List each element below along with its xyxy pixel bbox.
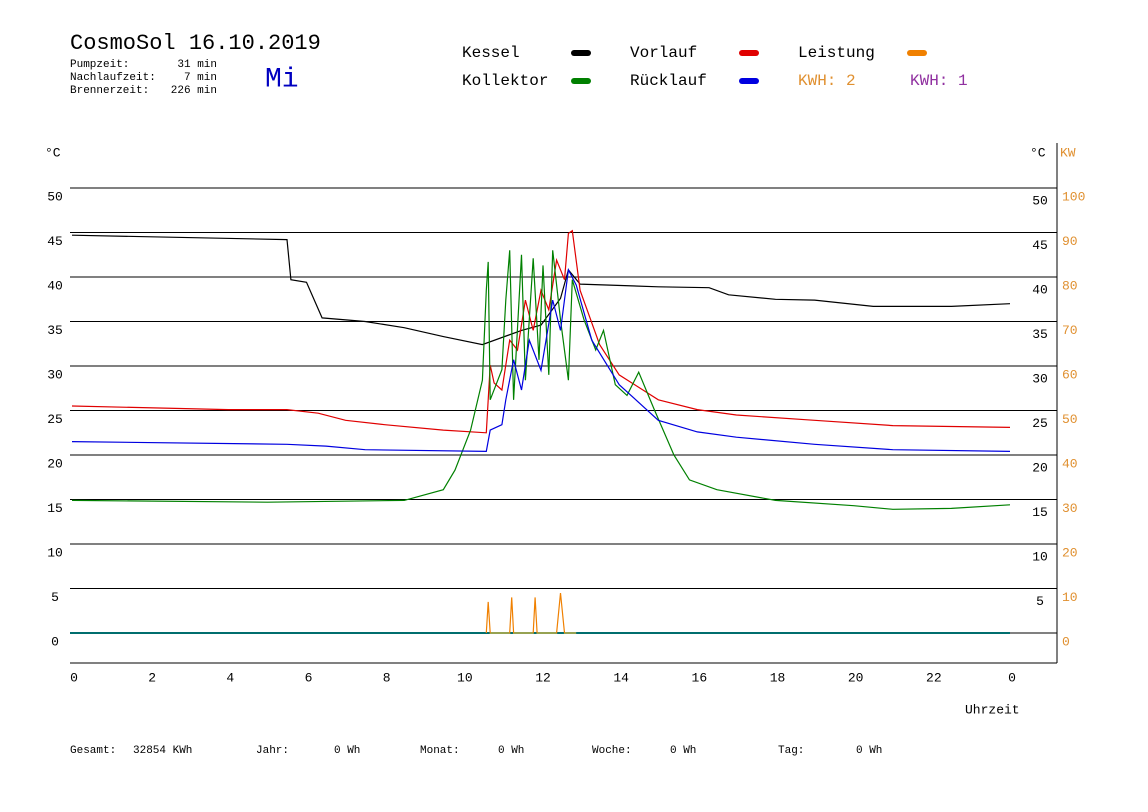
y-tick-label: 25 (47, 412, 63, 427)
y-tick-label: 0 (51, 634, 59, 649)
y-tick-label: 35 (47, 323, 63, 338)
y2-tick-label: 0 (1062, 634, 1070, 649)
series-line (71, 267, 1011, 453)
stat-value: 7 min (184, 72, 217, 84)
legend-label: Leistung (798, 44, 875, 62)
y-tick-label-right: 35 (1032, 327, 1048, 342)
y-tick-label-right: 15 (1032, 505, 1048, 520)
legend-label: Vorlauf (630, 44, 697, 62)
y2-tick-label: 20 (1062, 545, 1078, 560)
x-tick-label: 18 (770, 670, 786, 685)
y-axis-label: °C (45, 145, 61, 160)
y-tick-label: 5 (51, 590, 59, 605)
y-tick-label: 30 (47, 367, 63, 382)
series-line (71, 229, 1011, 434)
y-tick-label: 50 (47, 189, 63, 204)
x-tick-label: 2 (148, 670, 156, 685)
legend-label: Kessel (462, 44, 520, 62)
x-tick-label: 0 (70, 670, 78, 685)
y2-tick-label: 80 (1062, 278, 1078, 293)
kwh-label: KWH: 2 (798, 72, 856, 90)
y2-tick-label: 100 (1062, 189, 1085, 204)
y2-tick-label: 60 (1062, 367, 1078, 382)
footer-value: 0 Wh (498, 745, 524, 757)
y2-tick-label: 40 (1062, 456, 1078, 471)
y-tick-label-right: 50 (1032, 193, 1048, 208)
x-tick-label: 8 (383, 670, 391, 685)
y2-axis-label: KW (1060, 145, 1076, 160)
footer-value: 0 Wh (856, 745, 882, 757)
series-line (485, 592, 577, 634)
x-tick-label: 20 (848, 670, 864, 685)
y2-tick-label: 90 (1062, 234, 1078, 249)
y-tick-label: 20 (47, 456, 63, 471)
legend-label: Kollektor (462, 72, 548, 90)
y-tick-label: 10 (47, 545, 63, 560)
x-tick-label: 12 (535, 670, 551, 685)
x-tick-label: 0 (1008, 670, 1016, 685)
stat-label: Nachlaufzeit: (70, 72, 156, 84)
x-tick-label: 4 (226, 670, 234, 685)
footer-label: Woche: (592, 745, 632, 757)
footer-value: 0 Wh (670, 745, 696, 757)
weekday: Mi (265, 64, 299, 95)
legend-label: Rücklauf (630, 72, 707, 90)
stat-value: 226 min (171, 85, 217, 97)
footer-label: Monat: (420, 745, 460, 757)
stat-label: Pumpzeit: (70, 59, 129, 71)
footer-label: Jahr: (256, 745, 289, 757)
footer-label: Gesamt: (70, 745, 116, 757)
footer-value: 32854 KWh (133, 745, 192, 757)
y-tick-label-right: 5 (1036, 594, 1044, 609)
y2-tick-label: 10 (1062, 590, 1078, 605)
y-tick-label-right: 30 (1032, 371, 1048, 386)
y-tick-label-right: 25 (1032, 416, 1048, 431)
y-tick-label-right: 20 (1032, 460, 1048, 475)
footer-label: Tag: (778, 745, 804, 757)
x-tick-label: 10 (457, 670, 473, 685)
y-tick-label-right: 40 (1032, 282, 1048, 297)
x-tick-label: 16 (692, 670, 708, 685)
y-tick-label: 15 (47, 501, 63, 516)
x-tick-label: 22 (926, 670, 942, 685)
stat-value: 31 min (177, 59, 217, 71)
x-tick-label: 6 (305, 670, 313, 685)
y2-tick-label: 50 (1062, 412, 1078, 427)
title: CosmoSol 16.10.2019 (70, 31, 321, 56)
y-tick-label-right: 45 (1032, 238, 1048, 253)
y2-tick-label: 30 (1062, 501, 1078, 516)
y-tick-label: 45 (47, 234, 63, 249)
x-axis-label: Uhrzeit (965, 702, 1020, 717)
y2-tick-label: 70 (1062, 323, 1078, 338)
y-tick-label-right: 10 (1032, 549, 1048, 564)
footer-value: 0 Wh (334, 745, 360, 757)
y-tick-label: 40 (47, 278, 63, 293)
series-line (71, 250, 1011, 510)
x-tick-label: 14 (613, 670, 629, 685)
y-axis-label-right: °C (1030, 145, 1046, 160)
stat-label: Brennerzeit: (70, 85, 149, 97)
kwh-label: KWH: 1 (910, 72, 968, 90)
